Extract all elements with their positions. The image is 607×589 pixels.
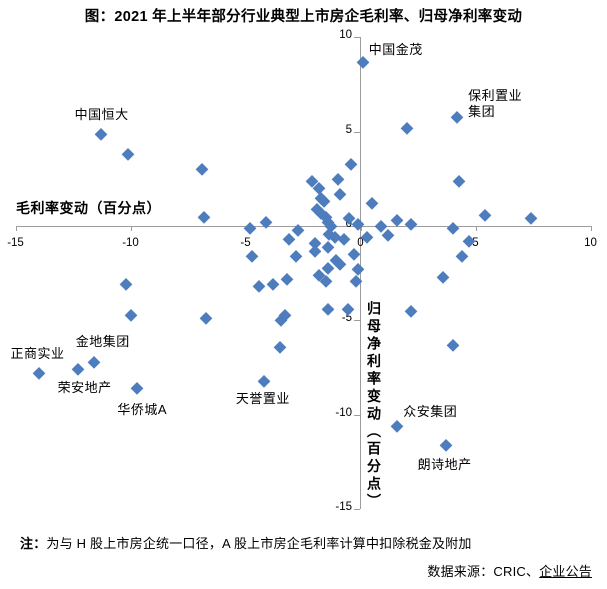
x-tick-label: -5 bbox=[240, 237, 251, 249]
footnote: 注：为与 H 股上市房企统一口径，A 股上市房企毛利率计算中扣除税金及附加 bbox=[20, 533, 472, 552]
y-axis-line bbox=[360, 37, 361, 510]
point-label: 天誉置业 bbox=[235, 390, 290, 406]
data-point bbox=[246, 250, 259, 263]
data-point bbox=[71, 363, 84, 376]
y-tick-mark bbox=[354, 131, 360, 133]
point-label: 保利置业 集团 bbox=[468, 87, 523, 119]
y-tick-label: 5 bbox=[345, 123, 352, 136]
data-point bbox=[400, 121, 413, 134]
footnote-prefix: 注： bbox=[20, 536, 47, 551]
point-label: 荣安地产 bbox=[57, 380, 112, 396]
data-point bbox=[347, 248, 360, 261]
x-tick-mark bbox=[590, 226, 592, 231]
data-point bbox=[345, 157, 358, 170]
x-tick-mark bbox=[15, 226, 17, 231]
data-point bbox=[446, 338, 459, 351]
data-point bbox=[365, 197, 379, 210]
data-point bbox=[119, 278, 132, 291]
data-point bbox=[391, 420, 404, 433]
data-point bbox=[437, 270, 450, 283]
data-point bbox=[200, 312, 213, 325]
x-tick-label: 0 bbox=[357, 237, 364, 249]
data-point bbox=[405, 218, 418, 231]
x-axis-line bbox=[15, 226, 591, 227]
data-point bbox=[356, 55, 369, 68]
data-point bbox=[439, 438, 452, 451]
data-point bbox=[453, 174, 466, 187]
data-point bbox=[405, 304, 418, 317]
data-point bbox=[478, 208, 491, 221]
data-point bbox=[94, 127, 107, 140]
data-point bbox=[524, 212, 537, 225]
point-label: 中国金茂 bbox=[368, 41, 423, 57]
data-point bbox=[352, 263, 365, 276]
data-point bbox=[244, 221, 257, 234]
point-label: 朗诗地产 bbox=[417, 456, 472, 472]
data-point bbox=[124, 308, 137, 321]
x-tick-mark bbox=[130, 226, 132, 231]
data-source: 数据来源：CRIC、企业公告 bbox=[427, 561, 592, 580]
footnote-text: 为与 H 股上市房企统一口径，A 股上市房企毛利率计算中扣除税金及附加 bbox=[46, 536, 472, 551]
data-point bbox=[253, 280, 266, 293]
data-point bbox=[451, 110, 464, 123]
data-point bbox=[198, 210, 211, 223]
point-label: 华侨城A bbox=[117, 402, 168, 418]
point-label: 众安集团 bbox=[403, 404, 458, 420]
x-tick-label: 5 bbox=[472, 237, 479, 249]
y-tick-label: -10 bbox=[335, 406, 352, 419]
point-label: 正商实业 bbox=[10, 346, 65, 362]
chart-title: 图：2021 年上半年部分行业典型上市房企毛利率、归母净利率变动 bbox=[84, 9, 523, 25]
source-link: 企业公告 bbox=[539, 564, 592, 579]
data-point bbox=[322, 240, 335, 253]
y-tick-mark bbox=[354, 414, 360, 416]
data-point bbox=[382, 229, 395, 242]
y-axis-title: 归母净利率变动（百分点） bbox=[366, 301, 382, 511]
data-point bbox=[32, 367, 45, 380]
data-point bbox=[122, 148, 135, 161]
data-point bbox=[352, 218, 365, 231]
data-point bbox=[267, 278, 280, 291]
y-tick-label: -5 bbox=[341, 312, 352, 325]
data-point bbox=[331, 172, 344, 185]
data-point bbox=[283, 233, 296, 246]
data-point bbox=[257, 374, 270, 387]
y-tick-mark bbox=[354, 37, 360, 39]
point-label: 金地集团 bbox=[75, 333, 130, 349]
data-point bbox=[446, 221, 459, 234]
x-tick-label: -15 bbox=[7, 237, 24, 249]
point-label: 中国恒大 bbox=[74, 106, 129, 122]
x-tick-label: 10 bbox=[584, 237, 597, 249]
data-point bbox=[280, 272, 293, 285]
y-tick-label: 10 bbox=[339, 29, 352, 42]
y-tick-mark bbox=[354, 320, 360, 322]
data-point bbox=[333, 187, 346, 200]
data-point bbox=[87, 355, 100, 368]
data-point bbox=[131, 382, 144, 395]
data-point bbox=[308, 244, 321, 257]
data-point bbox=[195, 163, 208, 176]
x-tick-label: -10 bbox=[122, 237, 139, 249]
data-point bbox=[290, 250, 303, 263]
x-tick-mark bbox=[360, 226, 362, 231]
source-prefix: 数据来源：CRIC、 bbox=[427, 564, 540, 579]
y-tick-mark bbox=[354, 509, 360, 511]
x-tick-mark bbox=[475, 226, 477, 231]
data-point bbox=[273, 340, 287, 353]
x-axis-title: 毛利率变动（百分点） bbox=[16, 200, 161, 216]
data-point bbox=[391, 214, 404, 227]
data-point bbox=[455, 250, 468, 263]
y-tick-label: -15 bbox=[335, 501, 352, 514]
